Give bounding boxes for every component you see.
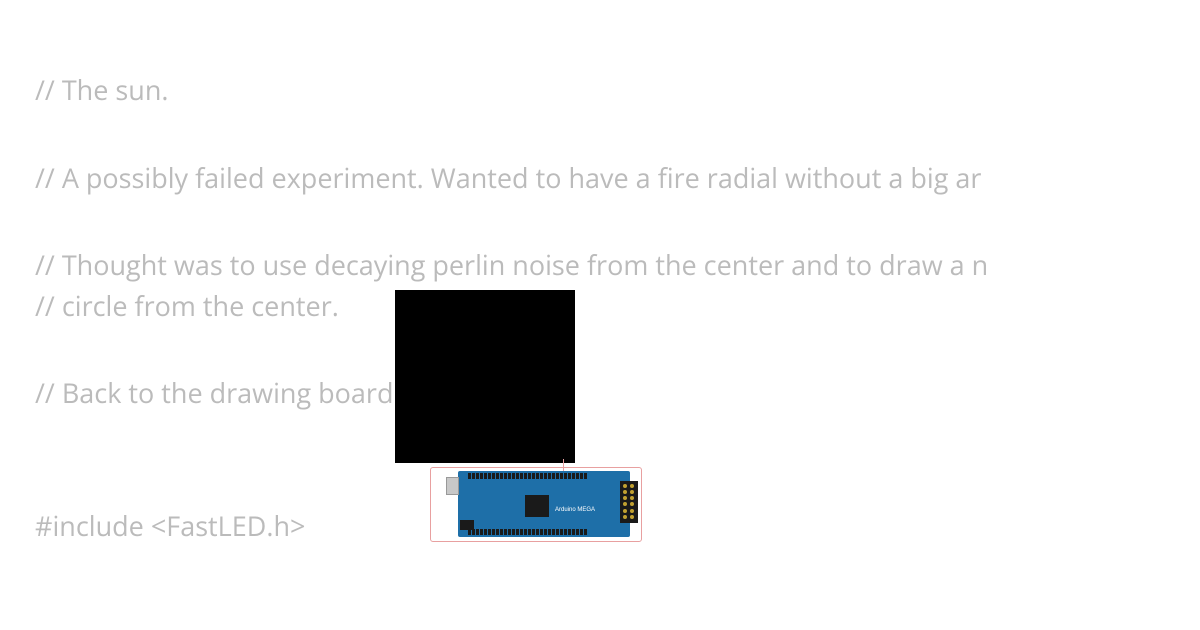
simulation-preview: Arduino MEGA — [395, 290, 695, 542]
code-comment-2: // A possibly failed experiment. Wanted … — [35, 158, 1195, 199]
usb-connector — [446, 477, 459, 495]
code-comment-3: // Thought was to use decaying perlin no… — [35, 245, 1195, 286]
led-matrix-display — [395, 290, 575, 463]
code-comment-1: // The sun. — [35, 70, 1195, 111]
header-dots-right — [623, 484, 635, 520]
header-pins-top — [468, 473, 616, 479]
mcu-chip — [525, 495, 549, 517]
arduino-mega-board: Arduino MEGA — [430, 467, 642, 542]
board-model-label: Arduino MEGA — [555, 507, 595, 513]
header-pins-bottom — [468, 529, 616, 535]
